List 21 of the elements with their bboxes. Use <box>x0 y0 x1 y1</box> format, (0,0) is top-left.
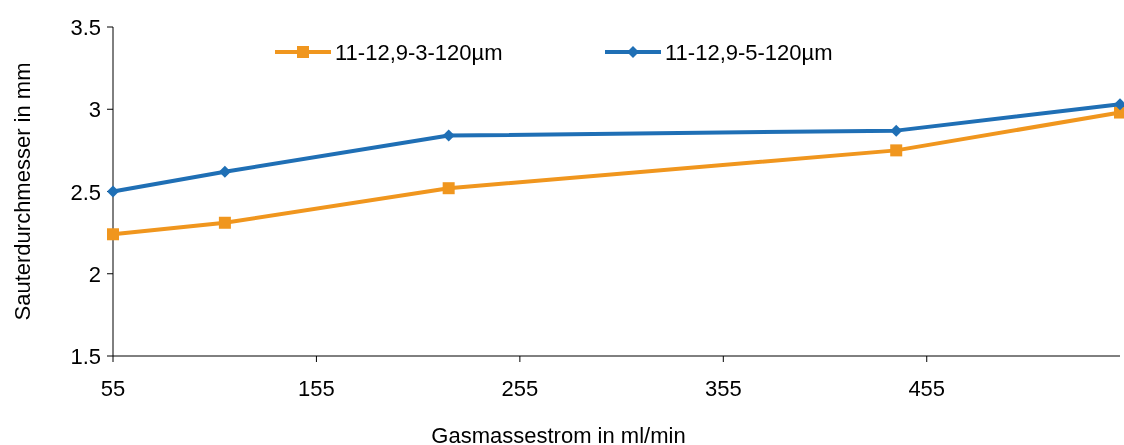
x-axis-title: Gasmassestrom in ml/min <box>431 423 686 445</box>
x-tick-label: 455 <box>908 376 946 401</box>
legend-label: 11-12,9-3-120µm <box>335 40 503 65</box>
x-tick-label: 155 <box>298 376 335 401</box>
point <box>442 182 455 195</box>
y-tick-label: 2 <box>88 261 101 287</box>
legend-label: 11-12,9-5-120µm <box>665 40 833 65</box>
y-tick-label: 3 <box>88 97 101 123</box>
x-tick-label: 55 <box>100 376 126 401</box>
point <box>107 185 119 198</box>
y-tick-label: 1.5 <box>70 344 101 369</box>
point <box>218 165 231 178</box>
point <box>890 144 903 157</box>
point <box>890 124 903 137</box>
y-axis-title: Sauterdurchmesser in mm <box>10 62 35 321</box>
y-tick-label: 3.5 <box>70 15 101 40</box>
point <box>218 216 231 229</box>
x-tick-label: 355 <box>704 376 742 401</box>
x-tick-label: 255 <box>501 376 539 401</box>
y-tick-label: 2.5 <box>70 179 101 205</box>
point <box>107 228 119 241</box>
